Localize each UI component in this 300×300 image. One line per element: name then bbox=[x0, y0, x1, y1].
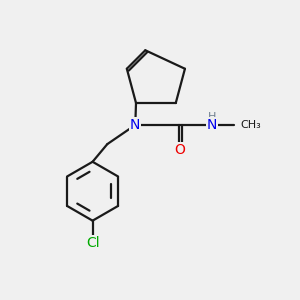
Text: N: N bbox=[207, 118, 217, 132]
Text: N: N bbox=[130, 118, 140, 132]
Text: O: O bbox=[174, 143, 185, 157]
Text: Cl: Cl bbox=[86, 236, 99, 250]
Text: H: H bbox=[208, 112, 216, 122]
Text: CH₃: CH₃ bbox=[240, 120, 261, 130]
